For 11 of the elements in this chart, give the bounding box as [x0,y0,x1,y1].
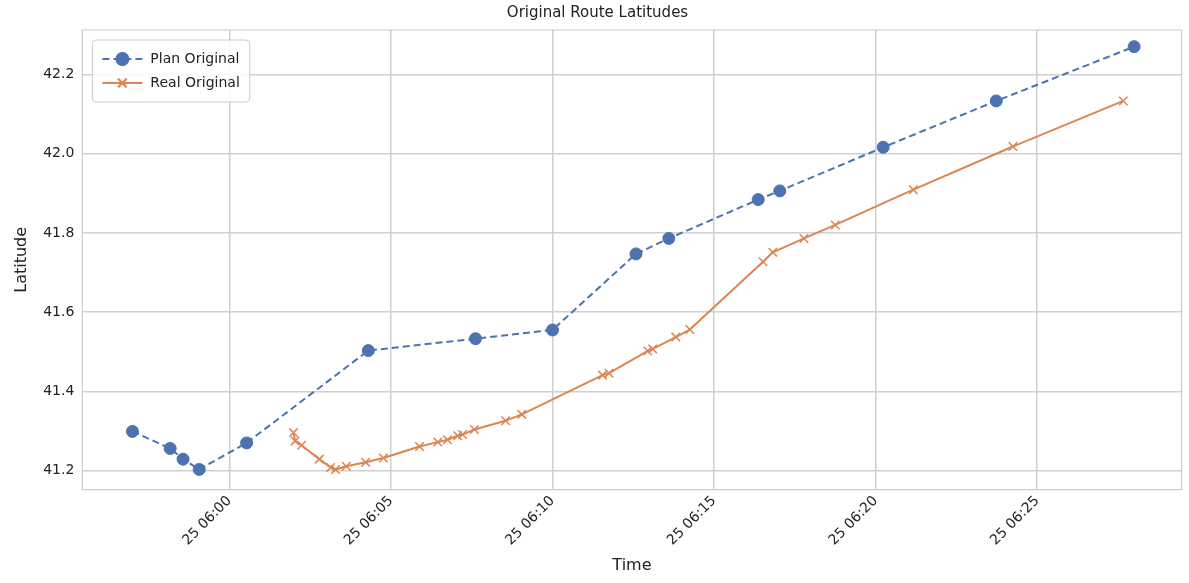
y-axis-title: Latitude [10,226,30,293]
y-tick-label: 41.4 [43,382,75,399]
legend-label: Plan Original [150,49,240,66]
chart-title: Original Route Latitudes [506,2,689,21]
legend-label: Real Original [150,73,240,90]
y-tick-label: 42.0 [43,144,75,161]
y-tick-label: 41.6 [43,302,75,319]
y-tick-label: 42.2 [43,65,75,82]
y-tick-label: 41.2 [43,461,75,478]
x-axis-title: Time [611,554,652,574]
y-tick-label: 41.8 [43,223,75,240]
